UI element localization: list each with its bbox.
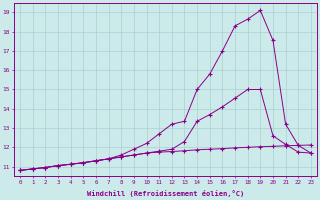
X-axis label: Windchill (Refroidissement éolien,°C): Windchill (Refroidissement éolien,°C) xyxy=(87,190,244,197)
